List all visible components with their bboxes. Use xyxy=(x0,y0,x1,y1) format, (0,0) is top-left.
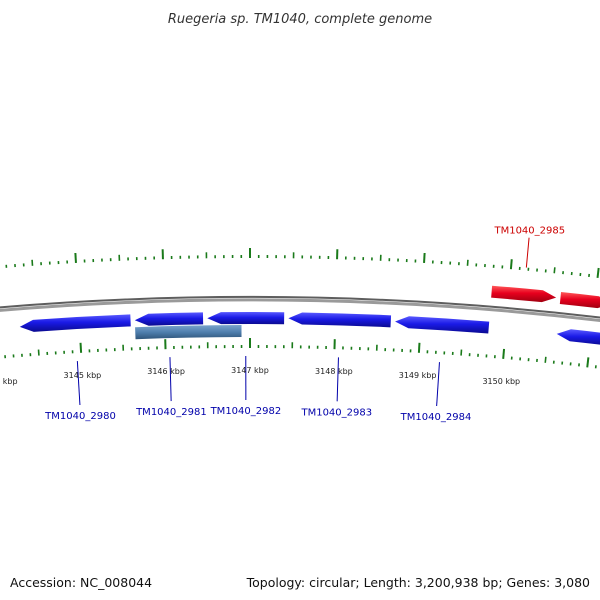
scale-label: 3150 kbp xyxy=(482,377,520,386)
inner-tick-ring xyxy=(4,338,597,369)
selected-region-highlight[interactable] xyxy=(135,325,242,340)
scale-label: 3148 kbp xyxy=(315,367,353,376)
outer-tick-ring xyxy=(5,248,600,279)
scale-label: 3145 kbp xyxy=(64,371,102,380)
major-tick xyxy=(596,267,600,279)
minor-tick xyxy=(553,267,556,274)
backbone-upper-strand xyxy=(0,298,600,323)
gene-label[interactable]: TM1040_2982 xyxy=(210,406,282,417)
gene-label-connector xyxy=(525,237,530,268)
gene-tm1040_2983[interactable] xyxy=(288,312,392,328)
gene-label[interactable]: TM1040_2980 xyxy=(44,411,116,422)
accession-label: Accession: NC_008044 xyxy=(10,575,153,590)
backbone-layer xyxy=(0,296,600,323)
map-title: Ruegeria sp. TM1040, complete genome xyxy=(168,12,432,27)
major-tick xyxy=(74,252,77,264)
gene-label-lines xyxy=(76,237,530,407)
scale-label: 3149 kbp xyxy=(399,371,437,380)
major-tick xyxy=(423,252,426,264)
gene-tm1040_2982[interactable] xyxy=(207,312,285,325)
scale-label: 3146 kbp xyxy=(147,367,185,376)
gene-label[interactable]: TM1040_2984 xyxy=(400,412,472,423)
gene-tm1040_2981[interactable] xyxy=(134,312,204,326)
major-tick xyxy=(417,342,421,353)
labels-layer: 3144 kbp 3145 kbp 3146 kbp 3147 kbp 3148 kbp… xyxy=(0,226,565,423)
gene-tm1040_2980[interactable] xyxy=(19,314,131,332)
major-tick xyxy=(79,342,83,353)
gene-feature[interactable] xyxy=(559,292,600,309)
major-tick xyxy=(509,259,513,270)
gene-label[interactable]: TM1040_2983 xyxy=(300,407,372,418)
minor-tick xyxy=(544,356,547,363)
gene-label[interactable]: TM1040_2981 xyxy=(135,407,207,418)
gene-label-connector xyxy=(436,362,440,407)
gene-label-connector xyxy=(336,357,339,402)
major-tick xyxy=(586,357,590,368)
major-tick xyxy=(502,348,506,359)
topology-summary: Topology: circular; Length: 3,200,938 bp… xyxy=(246,575,590,590)
gene-label-connector xyxy=(169,357,172,402)
gene-tm1040_2984[interactable] xyxy=(395,316,490,334)
backbone-lower-strand xyxy=(0,296,600,319)
scale-label: 3144 kbp xyxy=(0,377,18,386)
gene-label-connector xyxy=(76,361,81,406)
gene-feature[interactable] xyxy=(556,329,600,345)
genes-layer xyxy=(19,285,600,345)
gene-tm1040_2985[interactable] xyxy=(491,285,557,303)
gene-label[interactable]: TM1040_2985 xyxy=(493,226,565,237)
scale-label: 3147 kbp xyxy=(231,366,269,375)
